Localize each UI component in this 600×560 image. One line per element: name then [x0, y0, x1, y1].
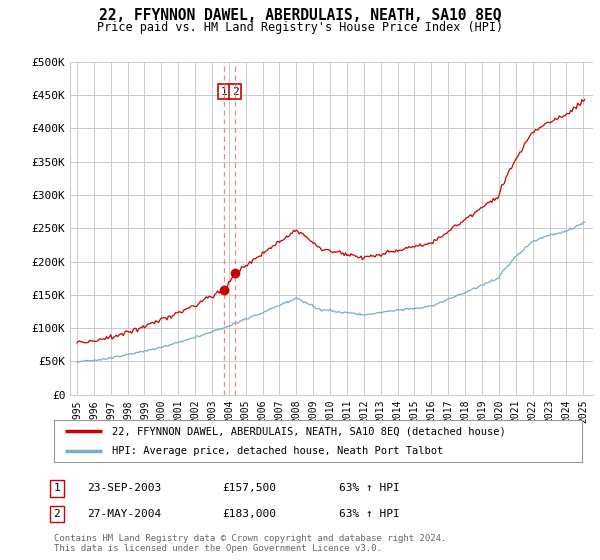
Text: £157,500: £157,500: [222, 483, 276, 493]
Text: 1: 1: [53, 483, 61, 493]
Text: 1: 1: [221, 87, 227, 96]
Text: 2: 2: [232, 87, 239, 96]
Text: HPI: Average price, detached house, Neath Port Talbot: HPI: Average price, detached house, Neat…: [112, 446, 443, 456]
Text: 27-MAY-2004: 27-MAY-2004: [87, 509, 161, 519]
Text: 22, FFYNNON DAWEL, ABERDULAIS, NEATH, SA10 8EQ (detached house): 22, FFYNNON DAWEL, ABERDULAIS, NEATH, SA…: [112, 426, 506, 436]
Text: Contains HM Land Registry data © Crown copyright and database right 2024.
This d: Contains HM Land Registry data © Crown c…: [54, 534, 446, 553]
Text: 23-SEP-2003: 23-SEP-2003: [87, 483, 161, 493]
Text: Price paid vs. HM Land Registry's House Price Index (HPI): Price paid vs. HM Land Registry's House …: [97, 21, 503, 34]
Text: 2: 2: [53, 509, 61, 519]
Text: £183,000: £183,000: [222, 509, 276, 519]
Text: 63% ↑ HPI: 63% ↑ HPI: [339, 509, 400, 519]
Text: 63% ↑ HPI: 63% ↑ HPI: [339, 483, 400, 493]
Text: 22, FFYNNON DAWEL, ABERDULAIS, NEATH, SA10 8EQ: 22, FFYNNON DAWEL, ABERDULAIS, NEATH, SA…: [99, 8, 501, 24]
